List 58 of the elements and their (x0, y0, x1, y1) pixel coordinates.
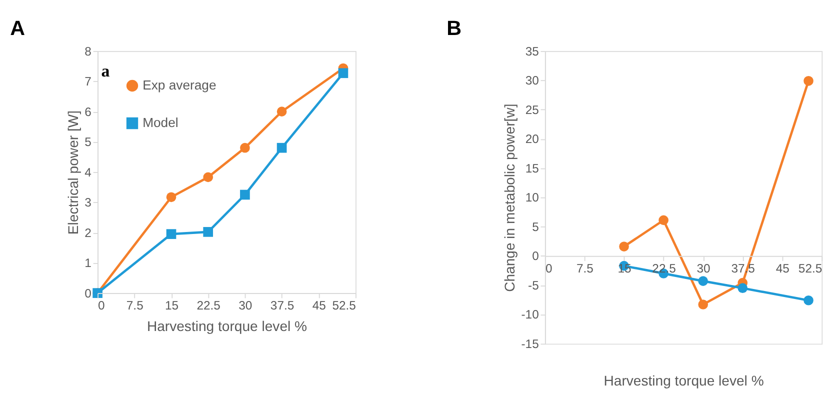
x-tick-label: 30 (696, 261, 711, 276)
y-tick-label: 10 (525, 190, 540, 205)
point (338, 68, 348, 78)
y-axis-title: Change in metabolic power[w] (502, 104, 518, 292)
y-tick-label: 2 (84, 226, 92, 240)
y-tick-label: 5 (532, 220, 540, 234)
x-axis-title: Harvesting torque level % (146, 318, 308, 334)
point (698, 276, 708, 286)
x-tick-label: 45 (776, 261, 790, 276)
y-tick-label: 15 (525, 161, 540, 176)
y-tick-label: 4 (84, 165, 92, 180)
legend-label: Exp average (142, 78, 216, 93)
point (804, 295, 814, 306)
x-tick-label: 15 (164, 298, 179, 312)
x-axis-title: Harvesting torque level % (604, 372, 764, 388)
y-tick-label: 0 (84, 286, 92, 300)
y-tick-label: 8 (84, 44, 92, 58)
x-tick-label: 22.5 (196, 298, 221, 312)
y-axis-title: Electrical power [W] (65, 110, 82, 235)
y-tick-label: 25 (525, 102, 540, 117)
point (658, 215, 668, 226)
x-tick-label: 37.5 (270, 298, 294, 312)
y-tick-label: 1 (84, 256, 92, 270)
x-tick-label: 45 (312, 298, 326, 312)
chart-title: A (10, 17, 26, 40)
y-tick-label: 35 (525, 44, 540, 58)
x-tick-label: 0 (98, 298, 106, 312)
point (738, 283, 748, 294)
point (276, 142, 287, 153)
x-tick-label: 0 (545, 261, 552, 276)
point (166, 192, 176, 202)
chart-title: B (446, 17, 462, 40)
point (240, 190, 250, 200)
y-tick-label: 6 (84, 104, 92, 119)
point (698, 300, 708, 310)
point (203, 172, 214, 182)
x-tick-label: 52.5 (332, 298, 356, 312)
y-tick-label: 3 (84, 196, 92, 210)
point (276, 106, 287, 116)
x-tick-label: 7.5 (126, 298, 144, 312)
y-tick-label: 30 (525, 74, 540, 88)
y-tick-label: -10 (521, 308, 540, 322)
x-tick-label: 30 (238, 298, 252, 312)
point (619, 242, 629, 252)
y-tick-label: -15 (521, 336, 540, 351)
y-tick-label: 20 (525, 132, 540, 146)
y-tick-label: -5 (528, 278, 540, 292)
x-tick-label: 52.5 (798, 261, 822, 276)
annotation: a (101, 61, 110, 80)
legend-label: Model (142, 115, 178, 130)
point (240, 142, 250, 153)
point (804, 76, 814, 86)
y-tick-label: 5 (84, 135, 92, 150)
y-tick-label: 7 (84, 74, 92, 89)
point (203, 227, 214, 237)
x-tick-label: 7.5 (576, 261, 594, 276)
y-tick-label: 0 (532, 249, 540, 264)
point (166, 229, 176, 239)
